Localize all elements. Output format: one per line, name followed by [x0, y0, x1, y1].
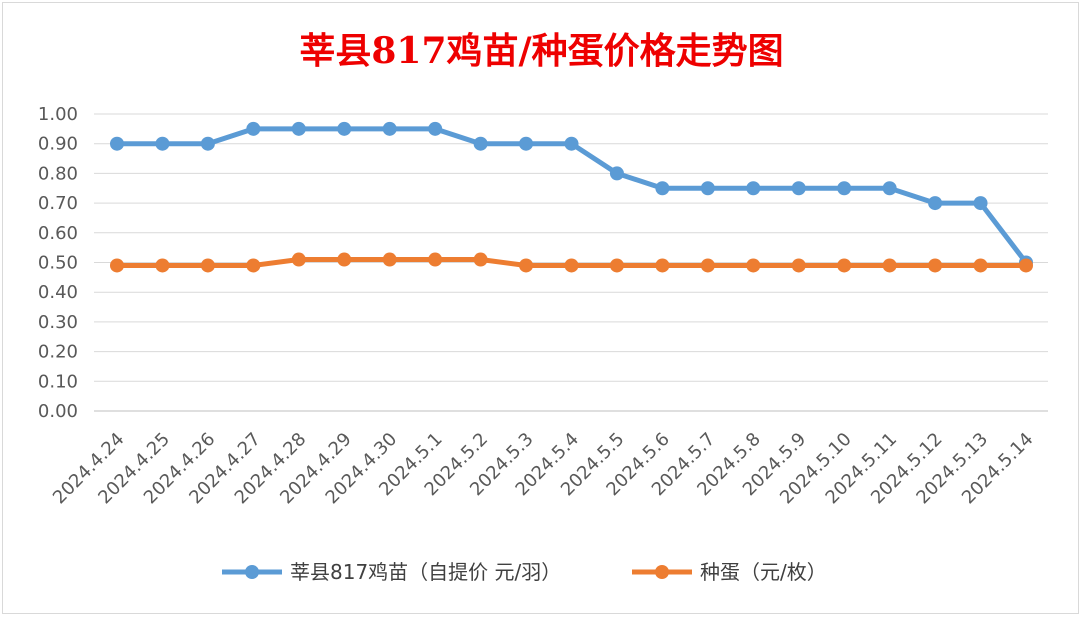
series-2-point [246, 258, 261, 273]
y-tick-label: 0.70 [38, 193, 78, 214]
y-tick-label: 0.40 [38, 282, 78, 303]
y-axis-tick-labels: 0.00 0.10 0.20 0.30 0.40 0.50 0.60 0.70 0.80 0.90… [38, 104, 78, 422]
series-2-point [200, 258, 215, 273]
series-2-point [473, 252, 488, 267]
series-1-point [291, 121, 306, 136]
series-2-point [428, 252, 443, 267]
series-2-point [609, 258, 624, 273]
series-1-point [337, 121, 352, 136]
legend-swatch-marker [655, 565, 669, 579]
series-1-point [928, 196, 943, 211]
series-1-point [564, 136, 579, 151]
legend-label: 种蛋（元/枚） [700, 560, 827, 584]
series-2-point [837, 258, 852, 273]
series-2-point [700, 258, 715, 273]
series-2-point [973, 258, 988, 273]
series-2-point [655, 258, 670, 273]
y-tick-label: 0.10 [38, 371, 78, 392]
series-2-point [337, 252, 352, 267]
series-1-point [791, 181, 806, 196]
series-1-point [246, 121, 261, 136]
series-1-point [428, 121, 443, 136]
series-1-point [882, 181, 897, 196]
series-1-point [200, 136, 215, 151]
series-2-point [564, 258, 579, 273]
legend-swatch-marker [245, 565, 259, 579]
series-1-point [382, 121, 397, 136]
y-tick-label: 0.00 [38, 401, 78, 422]
series-2-point [291, 252, 306, 267]
legend-label: 莘县817鸡苗（自提价 元/羽） [290, 560, 561, 584]
y-tick-label: 0.30 [38, 312, 78, 333]
series-2-point [519, 258, 534, 273]
y-tick-label: 0.60 [38, 223, 78, 244]
series-1-point [519, 136, 534, 151]
series-2-point [1019, 258, 1033, 273]
legend: 莘县817鸡苗（自提价 元/羽） 种蛋（元/枚） [222, 560, 827, 584]
series-2-point [382, 252, 397, 267]
x-axis-tick-labels: 2024.4.242024.4.252024.4.262024.4.272024… [49, 429, 1038, 509]
series-1-point [609, 166, 624, 181]
series-2-point [155, 258, 170, 273]
series-1-point [837, 181, 852, 196]
series-points [110, 121, 1033, 273]
chart-title: 莘县817鸡苗/种蛋价格走势图 [299, 30, 784, 72]
series-1-point [473, 136, 488, 151]
y-tick-label: 0.90 [38, 134, 78, 155]
series-2-point [882, 258, 897, 273]
series-1-point [655, 181, 670, 196]
series-1-point [155, 136, 170, 151]
series-2-point [928, 258, 943, 273]
y-tick-label: 0.80 [38, 163, 78, 184]
y-tick-label: 0.20 [38, 342, 78, 363]
series-1-point [110, 136, 124, 151]
y-tick-label: 1.00 [38, 104, 78, 125]
series-2-point [110, 258, 124, 273]
series-2-point [746, 258, 761, 273]
series-1-point [973, 196, 988, 211]
y-tick-label: 0.50 [38, 253, 78, 274]
series-1-point [700, 181, 715, 196]
series-1-point [746, 181, 761, 196]
series-2-point [791, 258, 806, 273]
